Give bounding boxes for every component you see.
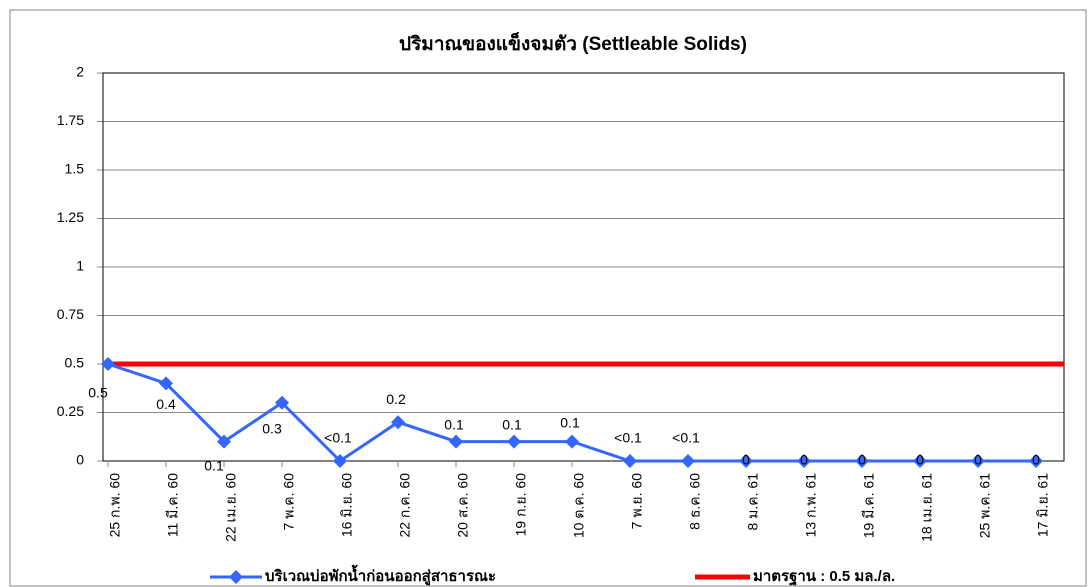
data-label: 0 <box>916 452 924 468</box>
x-tick-label: 19 ก.ย. 60 <box>513 473 529 537</box>
x-tick-label: 7 พ.ค. 60 <box>281 473 297 531</box>
point-marker <box>217 434 231 449</box>
point-marker <box>391 415 405 430</box>
data-label: <0.1 <box>672 430 700 446</box>
x-tick-label: 25 พ.ค. 61 <box>977 473 993 539</box>
data-label: 0.1 <box>560 414 580 430</box>
data-label: 0 <box>974 452 982 468</box>
chart-title: ปริมาณของแข็งจมตัว (Settleable Solids) <box>399 31 747 55</box>
data-label: 0.3 <box>262 421 282 437</box>
point-marker <box>101 357 115 371</box>
y-tick-label: 0 <box>76 452 84 468</box>
y-tick-label: 1.25 <box>57 209 84 225</box>
x-tick-label: 7 พ.ย. 60 <box>629 473 645 530</box>
point-marker <box>971 454 985 468</box>
point-marker <box>449 434 463 449</box>
data-label: 0.4 <box>156 396 176 412</box>
data-label: 0.1 <box>204 457 224 473</box>
point-marker <box>913 454 927 468</box>
legend-label: มาตรฐาน : 0.5 มล./ล. <box>753 568 895 586</box>
x-tick-label: 18 เม.ย. 61 <box>919 473 935 542</box>
y-tick-label: 0.25 <box>57 403 84 419</box>
point-marker <box>159 376 173 391</box>
data-label: 0 <box>1032 452 1040 468</box>
legend-marker <box>229 570 243 584</box>
point-marker <box>739 454 753 468</box>
x-tick-label: 11 มี.ค. 60 <box>165 473 181 537</box>
legend-label: บริเวณบ่อพักน้ำก่อนออกสู่สาธารณะ <box>265 564 496 586</box>
plot-border <box>102 72 1065 462</box>
point-marker <box>623 454 637 468</box>
y-tick-label: 1.5 <box>65 161 85 177</box>
chart-border <box>9 9 1087 587</box>
y-tick-label: 1.75 <box>57 112 84 128</box>
x-tick-label: 10 ต.ค. 60 <box>571 473 587 538</box>
x-tick-label: 20 ส.ค. 60 <box>455 473 471 538</box>
data-label: 0 <box>742 452 750 468</box>
x-tick-label: 19 มี.ค. 61 <box>861 473 877 539</box>
x-tick-label: 25 ก.พ. 60 <box>107 473 123 538</box>
y-tick-label: 0.75 <box>57 306 84 322</box>
data-label: 0.1 <box>502 416 522 432</box>
x-tick-label: 17 มิ.ย. 61 <box>1035 473 1051 537</box>
data-label: 0 <box>800 452 808 468</box>
data-label: 0 <box>858 452 866 468</box>
point-marker <box>565 434 579 449</box>
x-tick-label: 8 ธ.ค. 60 <box>687 473 703 530</box>
point-marker <box>681 454 695 468</box>
data-label: 0.2 <box>386 391 406 407</box>
x-tick-label: 8 ม.ค. 61 <box>745 473 761 531</box>
x-tick-label: 22 เม.ย. 60 <box>223 473 239 542</box>
data-label: 0.5 <box>88 385 108 401</box>
x-tick-label: 16 มิ.ย. 60 <box>339 473 355 537</box>
point-marker <box>855 454 869 468</box>
y-tick-label: 2 <box>76 64 84 80</box>
y-tick-label: 1 <box>76 258 84 274</box>
point-marker <box>507 434 521 449</box>
data-label: <0.1 <box>324 430 352 446</box>
point-marker <box>333 454 347 468</box>
y-tick-label: 0.5 <box>65 355 85 371</box>
point-marker <box>797 454 811 468</box>
x-tick-label: 22 ก.ค. 60 <box>397 473 413 538</box>
data-label: 0.1 <box>444 416 464 432</box>
x-tick-label: 13 ก.พ. 61 <box>803 473 819 538</box>
point-marker <box>275 395 289 410</box>
point-marker <box>1029 454 1043 468</box>
data-label: <0.1 <box>614 430 642 446</box>
